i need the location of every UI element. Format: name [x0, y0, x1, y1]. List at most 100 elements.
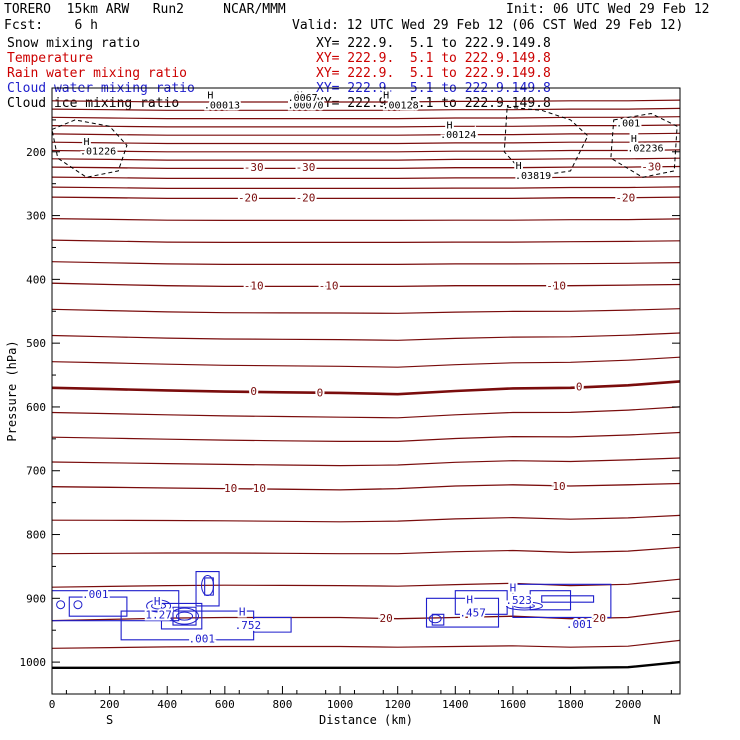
- xy-range-temperature: XY= 222.9. 5.1 to 222.9.149.8: [316, 51, 551, 66]
- isotherm--30: [51, 165, 681, 170]
- isotherm-upper: [51, 157, 681, 161]
- cloud-water-maximum: [176, 611, 194, 621]
- legend-rain: Rain water mixing ratio: [7, 66, 188, 81]
- isotherm-intermediate: [51, 332, 681, 341]
- cloud-water-label: .001: [82, 588, 109, 601]
- cloud-ice-contour: [610, 112, 678, 178]
- cloud-water-contour: [454, 590, 508, 615]
- x-tick-label: 1200: [384, 698, 411, 711]
- valid-time: Valid: 12 UTC Wed 29 Feb 12 (06 CST Wed …: [292, 18, 684, 33]
- isotherm-intermediate: [51, 578, 681, 588]
- isotherm-upper: [51, 124, 681, 128]
- header: TORERO 15km ARW Run2 NCAR/MMM Init: 06 U…: [0, 0, 740, 111]
- cloud-water-maximum: [505, 601, 543, 611]
- y-tick-label: 300: [26, 210, 46, 223]
- x-tick-label: 2000: [615, 698, 642, 711]
- cloud-ice-label: .01226: [80, 147, 116, 158]
- cloud-water-label: .457: [459, 606, 486, 619]
- xy-range-snow: XY= 222.9. 5.1 to 222.9.149.8: [316, 36, 551, 51]
- cloud-water-contour: [68, 596, 128, 617]
- xy-range-rain: XY= 222.9. 5.1 to 222.9.149.8: [316, 66, 551, 81]
- isotherm-intermediate: [51, 261, 681, 265]
- isotherm-label: 0: [250, 385, 257, 398]
- isotherm-10: [51, 482, 681, 491]
- isotherm-label: -20: [238, 192, 258, 205]
- isotherm-label: -10: [546, 280, 566, 293]
- cloud-water-maximum: [513, 603, 535, 609]
- cloud-water-contour: [253, 616, 292, 633]
- y-tick-label: 1000: [20, 656, 47, 669]
- cloud-water-label: H: [154, 595, 161, 608]
- isotherm-upper: [51, 132, 681, 136]
- y-tick-label: 400: [26, 273, 46, 286]
- isotherm-label: -20: [296, 192, 316, 205]
- legend-cloud-water: Cloud water mixing ratio: [7, 81, 195, 96]
- x-axis-label: Distance (km): [319, 713, 413, 727]
- x-tick-label: 800: [273, 698, 293, 711]
- cloud-water-label: H: [510, 581, 517, 594]
- cloud-water-maximum: [170, 607, 200, 625]
- isotherm-label: 20: [593, 612, 606, 625]
- y-tick-label: 200: [26, 146, 46, 159]
- isotherm-20: [51, 610, 681, 622]
- legend-snow: Snow mixing ratio: [7, 36, 141, 51]
- isotherm-label: 10: [552, 480, 565, 493]
- isotherm-label: -10: [319, 280, 339, 293]
- cloud-water-contour: [425, 597, 500, 628]
- cloud-water-contour: [529, 590, 572, 611]
- isotherm-label: 10: [224, 482, 237, 495]
- legend-temperature: Temperature: [7, 51, 94, 66]
- cloud-water-contour: [512, 583, 612, 619]
- isotherm-intermediate: [51, 356, 681, 368]
- cloud-water-contour: [160, 602, 203, 630]
- cloud-ice-label: .001: [616, 118, 640, 129]
- cloud-ice-contour: [503, 106, 589, 178]
- cloud-water-contour: [431, 613, 445, 626]
- isotherm-0: [51, 380, 681, 396]
- y-tick-label: 500: [26, 337, 46, 350]
- cloud-water-label: .001: [189, 633, 216, 646]
- cloud-ice-label: .00070: [287, 101, 323, 112]
- isotherm-upper: [51, 149, 681, 153]
- cloud-water-label: H: [239, 606, 246, 619]
- isotherm-label: 10: [253, 482, 266, 495]
- isotherm-intermediate: [51, 186, 681, 189]
- cloud-water-layer: [51, 570, 612, 641]
- isotherm-upper: [51, 107, 681, 111]
- isotherm-layer: [51, 99, 681, 669]
- cloud-water-label: .752: [235, 619, 262, 632]
- cloud-water-label: .001: [566, 618, 593, 631]
- isotherm-intermediate: [51, 176, 681, 179]
- cloud-water-maximum: [56, 600, 66, 610]
- isotherm-label: -30: [296, 161, 316, 174]
- init-time: Init: 06 UTC Wed 29 Feb 12: [506, 2, 710, 17]
- isotherm-intermediate: [51, 431, 681, 442]
- cloud-water-contour: [204, 577, 214, 596]
- x-tick-label: 1400: [442, 698, 469, 711]
- cloud-ice-label: H: [84, 137, 90, 148]
- cloud-ice-label: H: [631, 134, 637, 145]
- isotherm-label: -30: [244, 161, 264, 174]
- x-tick-label: 1800: [557, 698, 584, 711]
- cloud-water-maximum: [201, 575, 215, 597]
- isotherm-intermediate: [51, 457, 681, 467]
- cloud-water-contour: [172, 606, 197, 626]
- isotherm-label: -10: [244, 280, 264, 293]
- cloud-ice-label: .03819: [515, 171, 551, 182]
- x-tick-label: 600: [215, 698, 235, 711]
- isotherm-label: -30: [641, 160, 661, 173]
- cloud-ice-label: .00128: [383, 101, 419, 112]
- cloud-ice-label: .00124: [440, 130, 476, 141]
- cloud-ice-label: .02236: [627, 143, 663, 154]
- isotherm-intermediate: [51, 546, 681, 555]
- cloud-water-label: 1.27: [145, 608, 172, 621]
- y-axis-label: Pressure (hPa): [5, 340, 19, 441]
- isotherm--20: [51, 196, 681, 200]
- cloud-water-label: .523: [505, 594, 532, 607]
- cloud-ice-label: .0067: [288, 93, 318, 104]
- cloud-water-contour: [541, 595, 595, 603]
- cloud-ice-label: H: [516, 161, 522, 172]
- isotherm-intermediate: [51, 239, 681, 243]
- cloud-ice-contour: [51, 119, 128, 178]
